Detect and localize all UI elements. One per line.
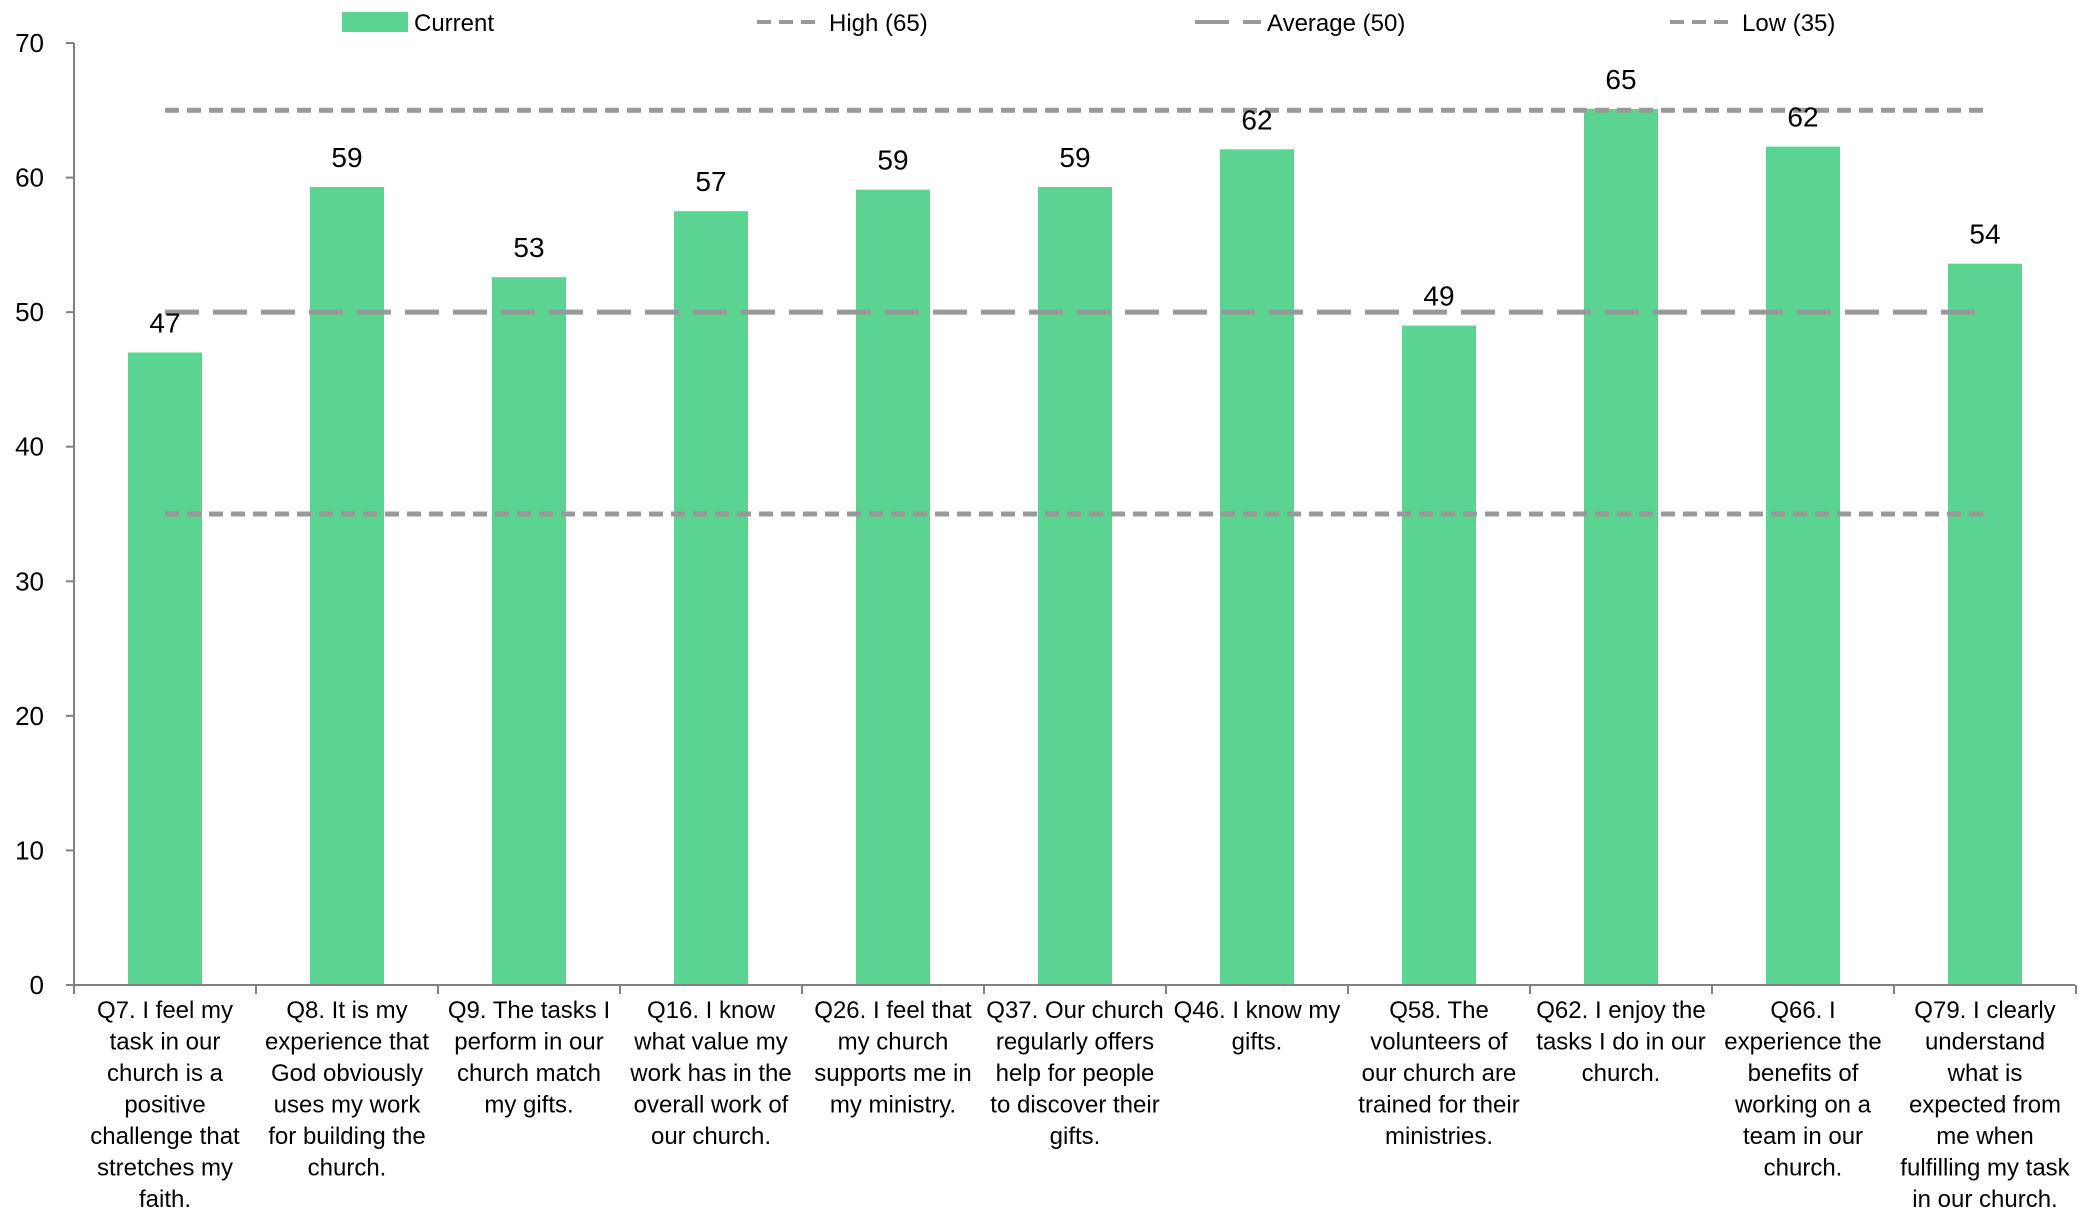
bar-value-label: 53 (513, 232, 544, 263)
bar (1584, 108, 1658, 985)
y-tick-label: 40 (15, 432, 44, 462)
legend-label: Low (35) (1742, 10, 1835, 37)
bar (492, 277, 566, 985)
x-category-label: Q79. I clearly understand what is expected … (1900, 997, 2070, 1213)
y-tick-label: 10 (15, 835, 44, 865)
bar-value-label: 59 (331, 142, 362, 173)
x-category-label: Q62. I enjoy the tasks I do in our church. (1536, 997, 1705, 1087)
bar (674, 211, 748, 985)
bar-value-label: 62 (1787, 102, 1818, 133)
bars (128, 108, 2022, 986)
legend-swatch (342, 12, 408, 32)
legend-label: High (65) (829, 10, 928, 37)
bar (1402, 325, 1476, 986)
reference-lines (165, 107, 1985, 517)
y-tick-label: 30 (15, 566, 44, 596)
y-tick-label: 70 (15, 28, 44, 58)
legend-label: Average (50) (1267, 10, 1405, 37)
bar-value-label: 59 (877, 145, 908, 176)
x-category-label: Q16. I know what value my work has in the o… (629, 997, 791, 1150)
x-category-label: Q46. I know my gifts. (1174, 997, 1341, 1056)
x-category-label: Q8. It is my experience that God obviously… (265, 997, 429, 1182)
y-axis: 0 10 20 30 40 50 60 70 (15, 28, 75, 1000)
bar (1038, 186, 1112, 985)
x-category-label: Q7. I feel my task in our church is a posit… (90, 997, 240, 1213)
bar (128, 352, 202, 985)
x-axis: Q7. I feel my task in our church is a posit… (73, 984, 2077, 1213)
x-category-label: Q26. I feel that my church supports me in m… (814, 997, 972, 1119)
bar-value-label: 49 (1423, 281, 1454, 312)
bar-value-labels: 47 59 53 57 59 59 62 49 65 62 54 (149, 64, 2000, 339)
bar (1220, 149, 1294, 986)
bar-value-label: 62 (1241, 104, 1272, 135)
bar-value-label: 59 (1059, 142, 1090, 173)
legend-label: Current (414, 10, 494, 37)
bar-value-label: 57 (695, 166, 726, 197)
bar (1766, 146, 1840, 985)
y-tick-label: 20 (15, 701, 44, 731)
bar-value-label: 54 (1969, 219, 2000, 250)
bar (310, 186, 384, 985)
bar (1948, 263, 2022, 985)
y-tick-label: 0 (30, 970, 44, 1000)
bar-value-label: 47 (149, 308, 180, 339)
x-category-label: Q58. The volunteers of our church are train… (1358, 997, 1519, 1150)
y-tick-label: 60 (15, 163, 44, 193)
bar (856, 189, 930, 985)
legend: Current High (65) Average (50) Low (35) (342, 10, 1835, 37)
bar-value-label: 65 (1605, 64, 1636, 95)
x-category-label: Q37. Our church regularly offers help for … (986, 997, 1163, 1150)
y-tick-label: 50 (15, 297, 44, 327)
